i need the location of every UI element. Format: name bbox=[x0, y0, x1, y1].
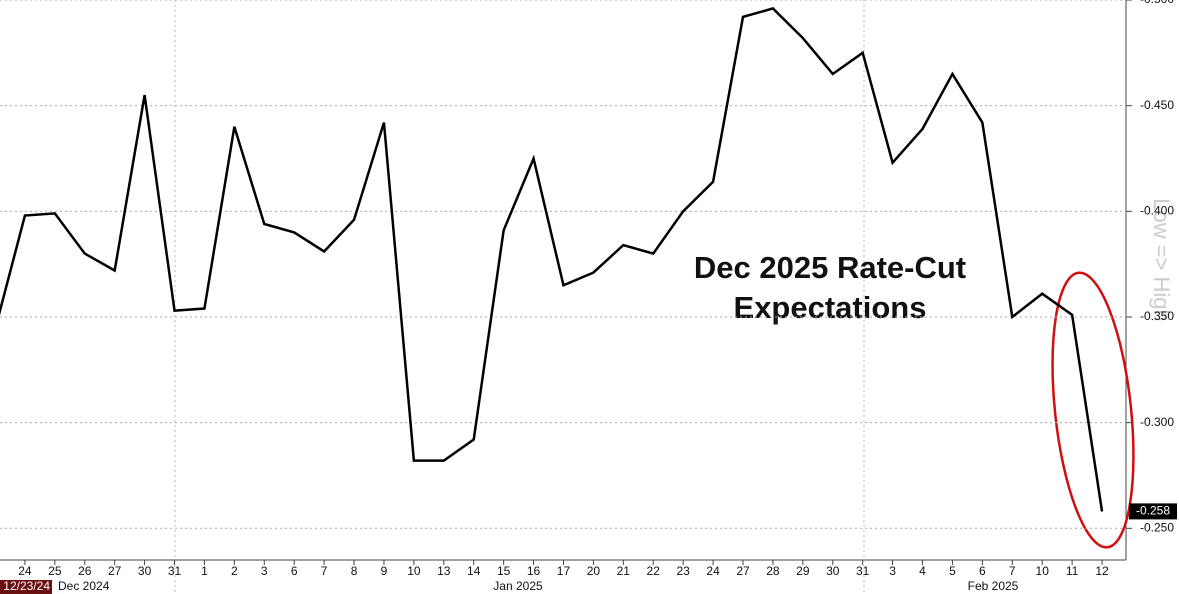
x-tick-label: 1 bbox=[201, 564, 208, 578]
y-tick-label: -0.400 bbox=[1140, 203, 1174, 217]
x-tick-label: 10 bbox=[407, 564, 421, 578]
x-tick-label: 31 bbox=[856, 564, 870, 578]
x-tick-label: 17 bbox=[557, 564, 571, 578]
x-tick-label: 31 bbox=[168, 564, 182, 578]
x-tick-label: 28 bbox=[766, 564, 780, 578]
x-tick-label: 3 bbox=[889, 564, 896, 578]
x-tick-label: 2 bbox=[231, 564, 238, 578]
annotation: Expectations bbox=[734, 290, 927, 325]
x-tick-label: 27 bbox=[736, 564, 750, 578]
x-tick-label: 15 bbox=[497, 564, 511, 578]
y-tick-label: -0.300 bbox=[1140, 415, 1174, 429]
x-tick-label: 22 bbox=[647, 564, 661, 578]
last-value-box bbox=[1129, 503, 1177, 520]
x-tick-label: 24 bbox=[18, 564, 32, 578]
x-tick-label: 24 bbox=[706, 564, 720, 578]
x-tick-label: 3 bbox=[261, 564, 268, 578]
y-tick-label: -0.500 bbox=[1140, 0, 1174, 6]
x-tick-label: 12 bbox=[1095, 564, 1109, 578]
x-tick-label: 27 bbox=[108, 564, 122, 578]
month-label: Dec 2024 bbox=[58, 579, 110, 593]
y-tick-label: -0.350 bbox=[1140, 309, 1174, 323]
x-tick-label: 29 bbox=[796, 564, 810, 578]
last-value-label: -0.258 bbox=[1136, 504, 1170, 518]
month-label: Jan 2025 bbox=[493, 579, 543, 593]
start-label-box bbox=[0, 580, 52, 594]
x-tick-label: 30 bbox=[138, 564, 152, 578]
annotation: Dec 2025 Rate-Cut bbox=[694, 250, 966, 285]
x-tick-label: 25 bbox=[48, 564, 62, 578]
x-tick-label: 6 bbox=[291, 564, 298, 578]
x-tick-label: 23 bbox=[676, 564, 690, 578]
x-tick-label: 5 bbox=[949, 564, 956, 578]
highlight-ellipse bbox=[1051, 271, 1135, 549]
x-tick-label: 10 bbox=[1036, 564, 1050, 578]
x-tick-label: 7 bbox=[1009, 564, 1016, 578]
start-label: 12/23/24 bbox=[3, 579, 50, 593]
x-tick-label: 11 bbox=[1066, 564, 1079, 578]
x-tick-label: 21 bbox=[617, 564, 631, 578]
x-tick-label: 7 bbox=[321, 564, 328, 578]
x-tick-label: 16 bbox=[527, 564, 541, 578]
x-tick-label: 13 bbox=[437, 564, 451, 578]
x-tick-label: 9 bbox=[381, 564, 388, 578]
x-tick-label: 4 bbox=[919, 564, 926, 578]
x-tick-label: 8 bbox=[351, 564, 358, 578]
x-tick-label: 20 bbox=[587, 564, 601, 578]
y-tick-label: -0.450 bbox=[1140, 98, 1174, 112]
x-tick-label: 26 bbox=[78, 564, 92, 578]
axis-label: Low => High bbox=[1149, 198, 1174, 322]
data-line bbox=[0, 7, 1104, 512]
x-tick-label: 30 bbox=[826, 564, 840, 578]
month-label: Feb 2025 bbox=[968, 579, 1019, 593]
x-tick-label: 14 bbox=[467, 564, 481, 578]
y-tick-label: -0.250 bbox=[1140, 520, 1174, 534]
x-tick-label: 6 bbox=[979, 564, 986, 578]
